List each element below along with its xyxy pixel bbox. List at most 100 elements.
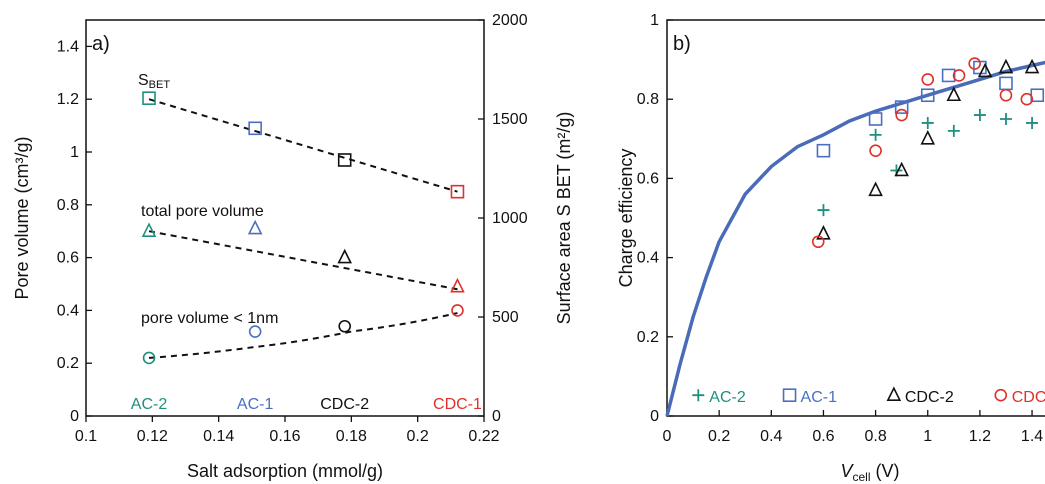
panel-b-y-axis-label: Charge efficiency xyxy=(616,149,636,288)
panel-a-y2-axis-label: Surface area S BET (m²/g) xyxy=(554,112,574,325)
plus-legend-marker xyxy=(692,389,705,402)
y2-tick-label: 1000 xyxy=(492,210,528,227)
data-point-ac-2 xyxy=(921,116,934,129)
y-tick-label: 0 xyxy=(650,408,659,425)
panel-b-x-ticks: 0 0.2 0.4 0.6 0.8 1 1.2 1.4 xyxy=(663,410,1043,445)
panel-b-legend: AC-2 AC-1 CDC-2 CDC-1 xyxy=(692,386,1045,406)
y2-tick-label: 2000 xyxy=(492,12,528,29)
data-point xyxy=(142,91,156,106)
y-tick-label: 0.6 xyxy=(637,170,659,187)
data-point-cdc-2 xyxy=(894,161,909,177)
panel-a-fit-lines xyxy=(148,98,458,359)
panel-a: a) 0.1 0.12 0.14 0.16 0.18 0.2 0.22 0 0.2 0.4 0.6… xyxy=(12,12,574,481)
data-point-cdc-2 xyxy=(946,86,962,102)
data-point xyxy=(450,277,465,293)
panel-b-points xyxy=(811,57,1045,249)
x-tick-label: 1 xyxy=(923,428,932,445)
data-point-ac-1 xyxy=(941,68,956,83)
data-point-cdc-1 xyxy=(921,73,935,86)
data-point-ac-1 xyxy=(894,100,909,114)
triangle-legend-marker xyxy=(886,386,902,402)
x-tick-label: 1.2 xyxy=(969,428,991,445)
panel-a-y-ticks: 0 0.2 0.4 0.6 0.8 1 1.2 1.4 xyxy=(57,38,92,425)
panel-b-y-ticks: 0 0.2 0.4 0.6 0.8 1 xyxy=(637,12,673,425)
fit-line xyxy=(148,230,458,291)
theory-curve xyxy=(665,60,1045,417)
data-point-ac-1 xyxy=(999,76,1013,91)
x-tick-label: 0.22 xyxy=(468,428,499,445)
data-point xyxy=(450,184,465,199)
data-point-cdc-1 xyxy=(811,235,825,249)
data-point-ac-2 xyxy=(947,124,960,137)
x-tick-label: 0 xyxy=(663,428,672,445)
material-label: CDC-1 xyxy=(433,396,482,413)
total-pore-volume-annotation: total pore volume xyxy=(141,203,264,220)
data-point-cdc-1 xyxy=(999,88,1013,102)
fit-line xyxy=(148,98,458,193)
legend-item-ac-1: AC-1 xyxy=(782,388,838,406)
data-point-ac-1 xyxy=(868,112,883,126)
y-tick-label: 0 xyxy=(70,408,79,425)
panel-a-points xyxy=(141,91,465,365)
legend-item-ac-2: AC-2 xyxy=(692,389,746,406)
data-point xyxy=(142,351,156,365)
x-tick-label: 0.16 xyxy=(269,428,300,445)
y-tick-label: 1 xyxy=(70,144,79,161)
panel-a-y-axis-label: Pore volume (cm³/g) xyxy=(12,136,32,299)
panel-b-frame xyxy=(666,19,1045,417)
y-tick-label: 0.8 xyxy=(57,197,79,214)
panel-a-x-axis-label: Salt adsorption (mmol/g) xyxy=(187,461,383,481)
x-tick-label: 0.2 xyxy=(708,428,730,445)
data-point-cdc-2 xyxy=(920,130,936,145)
data-point-cdc-2 xyxy=(868,181,883,197)
data-point-cdc-1 xyxy=(952,69,966,82)
data-point-ac-2 xyxy=(973,109,986,122)
material-label: AC-2 xyxy=(131,396,168,413)
data-point xyxy=(451,304,464,317)
data-point xyxy=(338,319,352,333)
legend-label: CDC-1 xyxy=(1012,389,1045,406)
x-tick-label: 0.12 xyxy=(137,428,168,445)
data-point xyxy=(248,325,262,338)
panel-a-label: a) xyxy=(92,33,110,55)
data-point-cdc-2 xyxy=(1024,58,1040,74)
y2-tick-label: 500 xyxy=(492,309,519,326)
square-legend-marker xyxy=(782,388,797,403)
panel-b-label: b) xyxy=(673,33,691,55)
y-tick-label: 0.4 xyxy=(57,302,79,319)
data-point xyxy=(337,248,352,264)
data-point-cdc-1 xyxy=(895,108,908,122)
panel-b-x-axis-label: Vcell (V) xyxy=(840,461,899,484)
legend-label: CDC-2 xyxy=(905,389,954,406)
x-tick-label: 1.4 xyxy=(1021,428,1043,445)
material-label: AC-1 xyxy=(237,396,274,413)
sbet-annotation: SBET xyxy=(138,72,170,91)
y-tick-label: 0.2 xyxy=(637,329,659,346)
fit-line xyxy=(148,312,458,359)
x-tick-label: 0.6 xyxy=(812,428,834,445)
circle-legend-marker xyxy=(994,388,1008,402)
data-point-ac-2 xyxy=(817,204,830,217)
data-point xyxy=(248,121,262,136)
legend-label: AC-2 xyxy=(709,389,746,406)
data-point-ac-2 xyxy=(869,128,882,141)
data-point xyxy=(337,153,352,167)
panel-a-y2-ticks: 0 500 1000 1500 2000 xyxy=(478,12,528,425)
panel-b: b) 0 0.2 0.4 0.6 0.8 1 1.2 1.4 0 0.2 0.4 0.6 0.8 1 A… xyxy=(616,12,1045,484)
legend-item-cdc-2: CDC-2 xyxy=(886,386,954,406)
data-point xyxy=(141,222,157,237)
data-point-cdc-1 xyxy=(968,57,981,70)
y2-tick-label: 0 xyxy=(492,408,501,425)
data-point xyxy=(247,219,263,235)
data-point-ac-1 xyxy=(816,143,831,158)
material-label: CDC-2 xyxy=(320,396,369,413)
data-point-cdc-2 xyxy=(977,62,993,78)
y2-tick-label: 1500 xyxy=(492,111,528,128)
data-point-ac-2 xyxy=(1026,116,1039,129)
data-point-cdc-1 xyxy=(869,144,882,157)
x-tick-label: 0.4 xyxy=(760,428,782,445)
legend-label: AC-1 xyxy=(801,389,838,406)
data-point-cdc-1 xyxy=(1020,92,1034,106)
data-point-cdc-2 xyxy=(998,58,1014,74)
